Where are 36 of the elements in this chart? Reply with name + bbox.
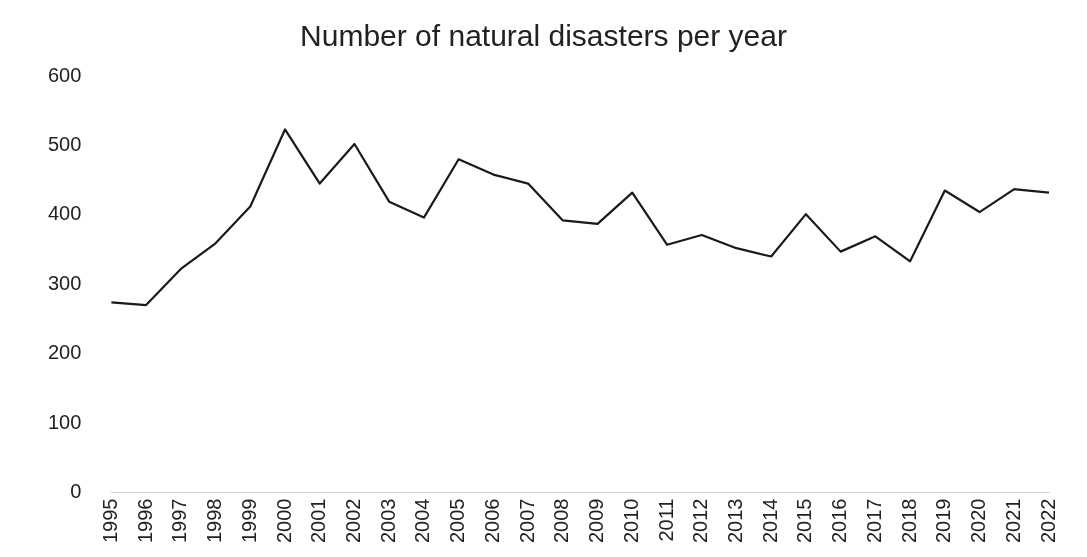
x-tick-label: 1995 xyxy=(98,498,121,544)
y-tick-label: 600 xyxy=(47,63,82,86)
x-tick-label: 2010 xyxy=(619,498,642,544)
x-tick-label: 2022 xyxy=(1036,498,1059,544)
x-tick-label: 2013 xyxy=(723,498,746,544)
x-tick-label: 2005 xyxy=(446,498,469,544)
x-tick-label: 1999 xyxy=(237,498,260,544)
x-tick-label: 2001 xyxy=(307,498,330,544)
y-tick-label: 100 xyxy=(47,410,82,433)
y-tick-label: 400 xyxy=(47,202,82,225)
x-tick-label: 2006 xyxy=(480,498,503,544)
x-tick-label: 2011 xyxy=(654,498,677,542)
x-tick-label: 2017 xyxy=(862,498,885,544)
x-tick-label: 2000 xyxy=(272,498,295,544)
x-tick-label: 1996 xyxy=(133,498,156,544)
x-tick-label: 2004 xyxy=(411,498,434,544)
x-tick-label: 2021 xyxy=(1001,498,1024,544)
x-tick-label: 2009 xyxy=(585,498,608,544)
x-tick-label: 2012 xyxy=(689,498,712,544)
chart-title: Number of natural disasters per year xyxy=(300,19,787,53)
x-tick-label: 2002 xyxy=(341,498,364,544)
x-tick-label: 2003 xyxy=(376,498,399,544)
x-tick-label: 1997 xyxy=(168,498,191,544)
y-tick-label: 500 xyxy=(47,132,82,155)
x-tick-label: 2014 xyxy=(758,498,781,544)
x-tick-label: 2007 xyxy=(515,498,538,544)
x-tick-label: 2008 xyxy=(550,498,573,544)
y-tick-label: 200 xyxy=(47,341,82,364)
y-tick-label: 300 xyxy=(47,271,82,294)
x-tick-label: 2018 xyxy=(897,498,920,544)
x-tick-label: 1998 xyxy=(203,498,226,544)
x-tick-label: 2019 xyxy=(932,498,955,544)
x-tick-label: 2020 xyxy=(967,498,990,544)
x-tick-label: 2015 xyxy=(793,498,816,544)
x-tick-label: 2016 xyxy=(828,498,851,544)
y-tick-label: 0 xyxy=(70,480,82,503)
